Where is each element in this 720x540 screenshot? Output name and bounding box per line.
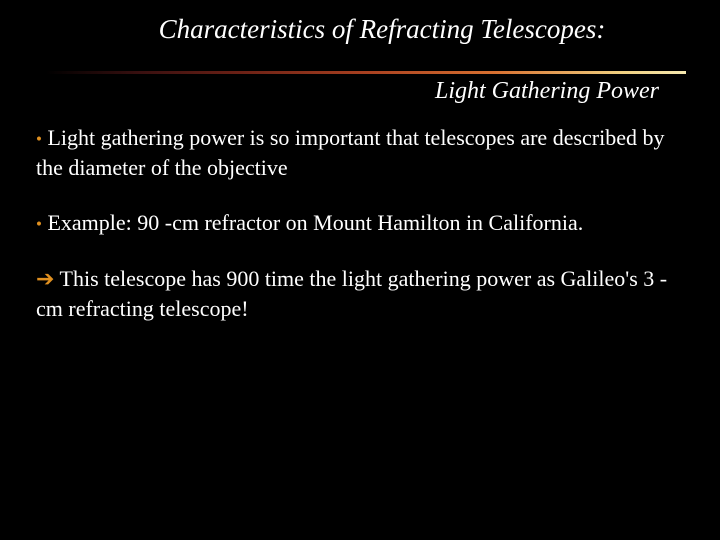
para1-text: Light gathering power is so important th… <box>36 125 665 180</box>
slide: Characteristics of Refracting Telescopes… <box>0 0 720 540</box>
slide-subtitle: Light Gathering Power <box>36 78 659 105</box>
body-paragraph-3: ➔ This telescope has 900 time the light … <box>36 264 684 323</box>
title-underline-gradient <box>46 71 686 74</box>
slide-title: Characteristics of Refracting Telescopes… <box>80 14 684 45</box>
body-paragraph-1: • Light gathering power is so important … <box>36 123 684 182</box>
body-paragraph-2: • Example: 90 -cm refractor on Mount Ham… <box>36 208 684 238</box>
arrow-icon: ➔ <box>36 266 54 291</box>
para2-text: Example: 90 -cm refractor on Mount Hamil… <box>42 210 583 235</box>
para3-text: This telescope has 900 time the light ga… <box>36 266 667 321</box>
